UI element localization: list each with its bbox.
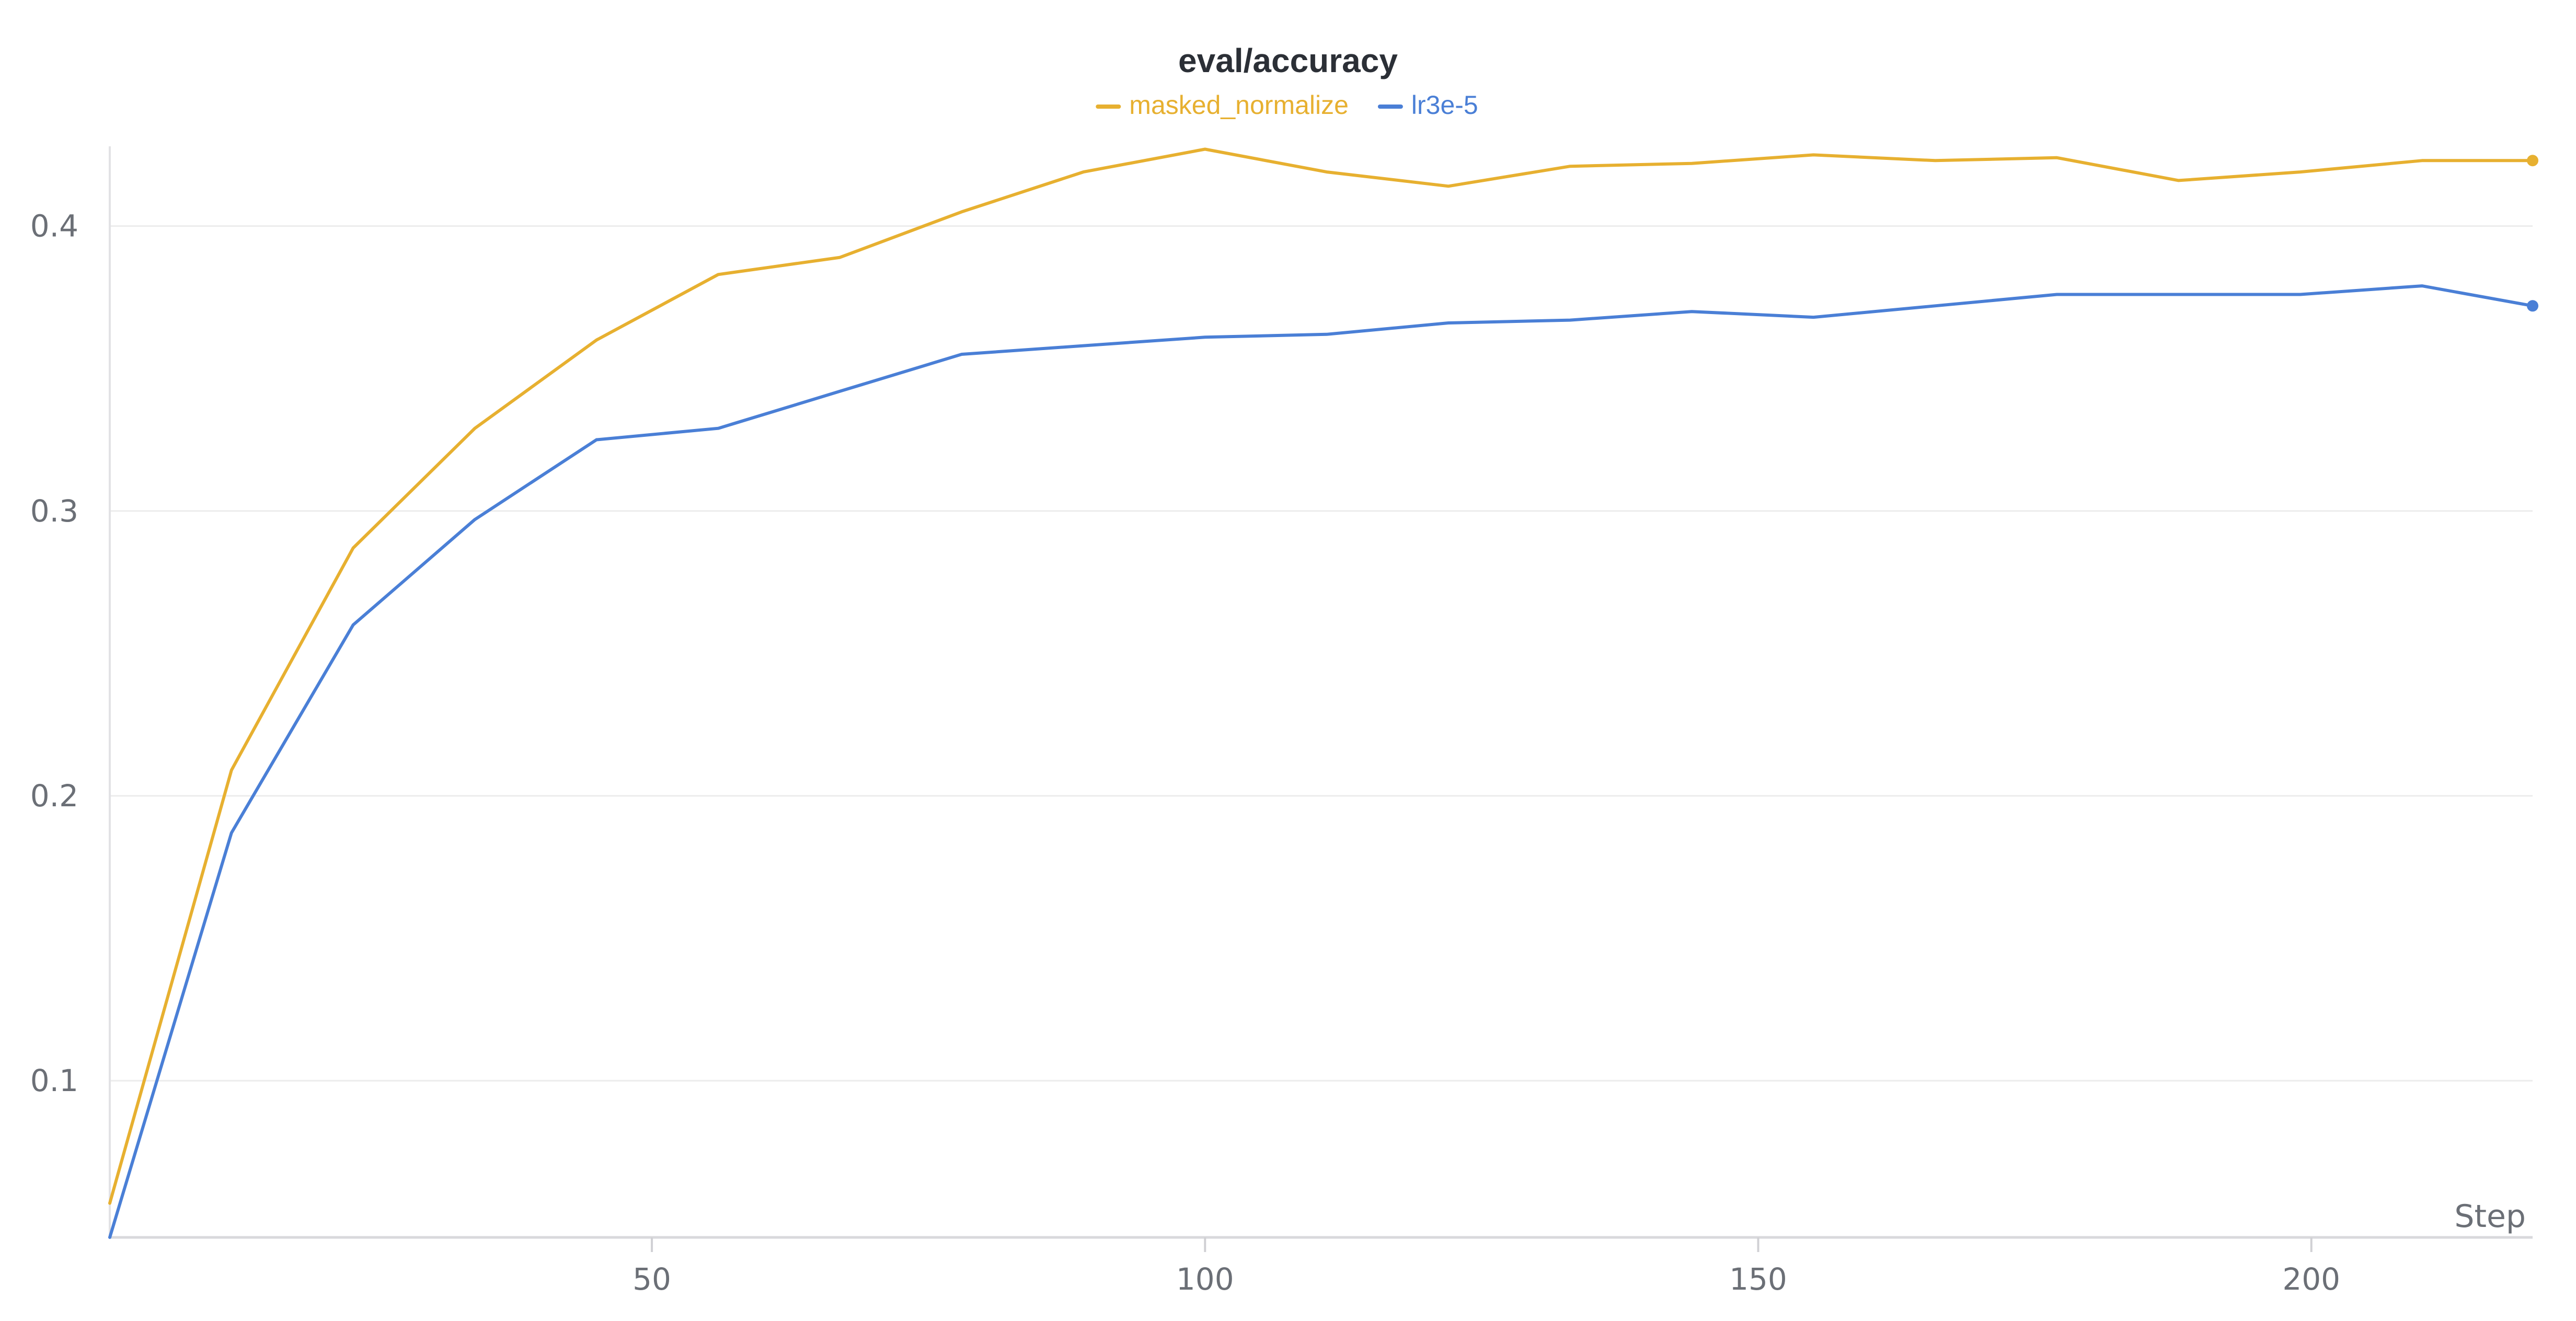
chart-title: eval/accuracy [1178, 42, 1398, 79]
x-axis-label: Step [2454, 1198, 2526, 1235]
x-tick-label: 150 [1729, 1261, 1787, 1297]
legend-label: masked_normalize [1129, 90, 1349, 120]
axes: 0.1 0.2 0.3 0.4 50 100 150 200 [30, 146, 2533, 1297]
x-tick-label: 200 [2282, 1261, 2340, 1297]
series-end-point-1 [2527, 300, 2538, 312]
series-line-1 [108, 284, 2534, 1239]
y-tick-label: 0.4 [30, 208, 78, 244]
y-tick-label: 0.3 [30, 493, 78, 529]
legend: masked_normalize lr3e-5 [1096, 90, 1478, 120]
legend-item: masked_normalize [1096, 90, 1349, 120]
x-tick-label: 50 [632, 1261, 671, 1297]
x-tick-label: 100 [1176, 1261, 1234, 1297]
y-tick-label: 0.1 [30, 1063, 78, 1098]
series-layer [108, 147, 2538, 1239]
legend-item: lr3e-5 [1377, 90, 1478, 120]
y-tick-label: 0.2 [30, 778, 78, 814]
series-line-0 [108, 147, 2534, 1205]
grid [110, 225, 2533, 1082]
legend-label: lr3e-5 [1411, 90, 1478, 120]
series-end-point-0 [2527, 155, 2538, 167]
